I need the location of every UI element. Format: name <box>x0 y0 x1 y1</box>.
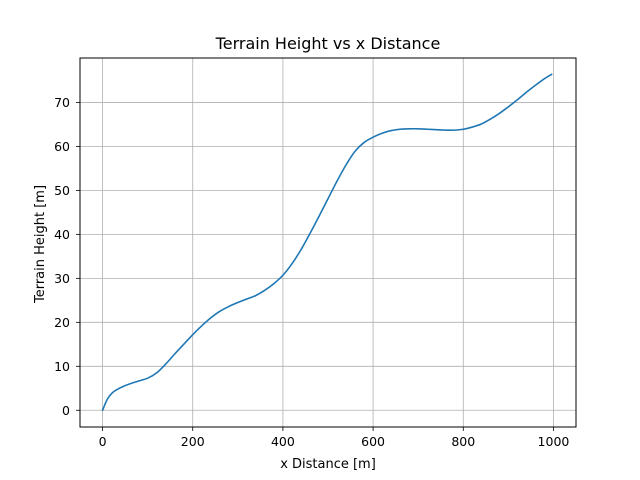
y-axis-label: Terrain Height [m] <box>33 185 48 304</box>
x-axis-label: x Distance [m] <box>280 457 376 472</box>
x-tick-label: 600 <box>361 434 385 449</box>
grid <box>80 58 576 427</box>
x-tick-label: 0 <box>99 434 107 449</box>
x-tick-label: 200 <box>181 434 205 449</box>
plot-frame <box>79 57 577 428</box>
x-tick-label: 800 <box>451 434 475 449</box>
y-tick-label: 70 <box>54 95 70 110</box>
y-tick-label: 30 <box>54 271 70 286</box>
y-tick-label: 40 <box>54 227 70 242</box>
series-layer <box>101 73 553 412</box>
y-tick-label: 10 <box>54 359 70 374</box>
chart-title: Terrain Height vs x Distance <box>215 34 441 53</box>
y-tick-label: 50 <box>54 183 70 198</box>
y-tick-label: 60 <box>54 139 70 154</box>
series-line-0 <box>101 73 553 412</box>
y-tick-label: 20 <box>54 315 70 330</box>
x-tick-label: 400 <box>271 434 295 449</box>
ticks: 0 200 400 600 800 1000 0 10 20 30 40 50 60 70 <box>54 95 569 449</box>
x-tick-label: 1000 <box>538 434 570 449</box>
y-tick-label: 0 <box>62 403 70 418</box>
